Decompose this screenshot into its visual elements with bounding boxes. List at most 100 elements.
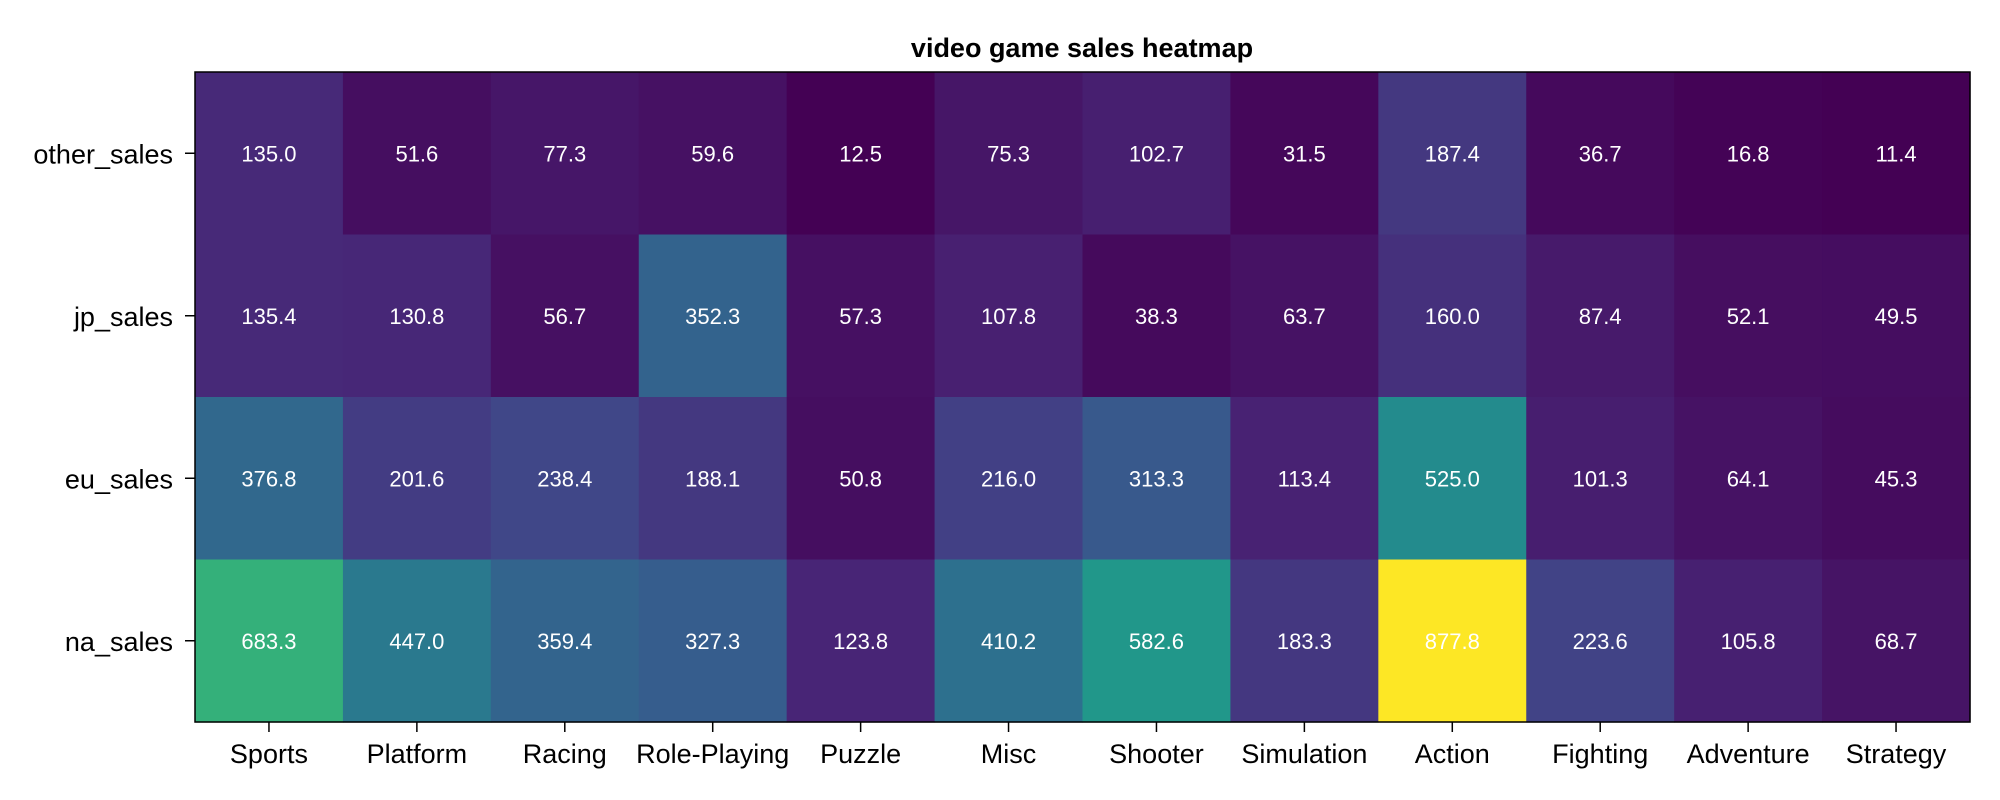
heatmap-cell-labels: 135.0 51.6 77.3 59.6 12.5 75.3 102.7 31.5 187.4 3… xyxy=(241,141,1917,654)
cell-value-label: 45.3 xyxy=(1875,466,1918,491)
heatmap-cell xyxy=(786,234,936,398)
x-tick-label: Strategy xyxy=(1846,739,1947,769)
cell-value-label: 38.3 xyxy=(1135,304,1178,329)
x-tick-label: Adventure xyxy=(1687,739,1810,769)
cell-value-label: 160.0 xyxy=(1425,304,1480,329)
heatmap-cell xyxy=(195,234,344,398)
heatmap-cell xyxy=(1082,234,1232,398)
cell-value-label: 188.1 xyxy=(685,466,740,491)
cell-value-label: 75.3 xyxy=(987,141,1030,166)
cell-value-label: 107.8 xyxy=(981,304,1036,329)
cell-value-label: 56.7 xyxy=(543,304,586,329)
heatmap-cell xyxy=(1378,397,1527,561)
cell-value-label: 31.5 xyxy=(1283,141,1326,166)
heatmap-cell xyxy=(1526,234,1675,398)
cell-value-label: 105.8 xyxy=(1721,629,1776,654)
heatmap-cell xyxy=(1378,234,1527,398)
cell-value-label: 57.3 xyxy=(839,304,882,329)
x-tick-label: Simulation xyxy=(1241,739,1367,769)
cell-value-label: 130.8 xyxy=(389,304,444,329)
cell-value-label: 135.4 xyxy=(241,304,296,329)
heatmap-cell xyxy=(195,559,344,723)
x-tick-label: Fighting xyxy=(1552,739,1648,769)
cell-value-label: 352.3 xyxy=(685,304,740,329)
cell-value-label: 11.4 xyxy=(1875,141,1916,166)
heatmap-cell xyxy=(342,72,492,236)
heatmap-cell xyxy=(1674,397,1823,561)
cell-value-label: 410.2 xyxy=(981,629,1036,654)
x-tick-label: Action xyxy=(1415,739,1490,769)
cell-value-label: 376.8 xyxy=(241,466,296,491)
heatmap-cell xyxy=(1230,559,1379,723)
cell-value-label: 52.1 xyxy=(1727,304,1770,329)
cell-value-label: 49.5 xyxy=(1875,304,1918,329)
x-tick-label: Puzzle xyxy=(820,739,901,769)
cell-value-label: 63.7 xyxy=(1283,304,1326,329)
cell-value-label: 51.6 xyxy=(395,141,438,166)
heatmap-cell xyxy=(934,559,1084,723)
heatmap-cell xyxy=(934,397,1084,561)
cell-value-label: 87.4 xyxy=(1579,304,1622,329)
heatmap-cell xyxy=(1082,559,1232,723)
heatmap-cell xyxy=(1230,397,1379,561)
heatmap-cell xyxy=(195,72,344,236)
cell-value-label: 102.7 xyxy=(1129,141,1184,166)
cell-value-label: 201.6 xyxy=(389,466,444,491)
cell-value-label: 12.5 xyxy=(839,141,882,166)
heatmap-cell xyxy=(638,397,788,561)
heatmap-cell xyxy=(342,559,492,723)
heatmap-cell xyxy=(1230,234,1379,398)
cell-value-label: 113.4 xyxy=(1278,466,1331,491)
heatmap-cell xyxy=(786,72,936,236)
heatmap-cell xyxy=(342,397,492,561)
chart-title: video game sales heatmap xyxy=(911,33,1253,63)
heatmap-cell xyxy=(490,234,640,398)
heatmap-cell xyxy=(934,72,1084,236)
heatmap-cell xyxy=(1674,559,1823,723)
cell-value-label: 223.6 xyxy=(1573,629,1628,654)
y-tick-label: eu_sales xyxy=(65,464,173,494)
cell-value-label: 135.0 xyxy=(241,141,296,166)
heatmap-cell xyxy=(1526,397,1675,561)
heatmap-cell xyxy=(342,234,492,398)
cell-value-label: 183.3 xyxy=(1277,629,1332,654)
x-tick-label: Sports xyxy=(230,739,308,769)
cell-value-label: 77.3 xyxy=(543,141,586,166)
cell-value-label: 447.0 xyxy=(389,629,444,654)
heatmap-cell xyxy=(1822,234,1971,398)
y-tick-label: na_sales xyxy=(65,627,173,657)
cell-value-label: 59.6 xyxy=(691,141,734,166)
cell-value-label: 525.0 xyxy=(1425,466,1480,491)
cell-value-label: 123.8 xyxy=(833,629,888,654)
heatmap-cell xyxy=(1822,397,1971,561)
cell-value-label: 683.3 xyxy=(241,629,296,654)
heatmap-cell xyxy=(1082,397,1232,561)
heatmap-cells xyxy=(195,72,1971,723)
heatmap-cell xyxy=(1674,72,1823,236)
cell-value-label: 238.4 xyxy=(537,466,592,491)
heatmap-cell xyxy=(1378,559,1527,723)
x-tick-label: Shooter xyxy=(1109,739,1204,769)
heatmap-cell xyxy=(1082,72,1232,236)
x-tick-label: Misc xyxy=(981,739,1037,769)
x-tick-label: Role-Playing xyxy=(636,739,789,769)
cell-value-label: 582.6 xyxy=(1129,629,1184,654)
heatmap-cell xyxy=(638,559,788,723)
heatmap-cell xyxy=(786,397,936,561)
heatmap-cell xyxy=(1822,72,1971,236)
cell-value-label: 216.0 xyxy=(981,466,1036,491)
heatmap-cell xyxy=(786,559,936,723)
heatmap-cell xyxy=(490,559,640,723)
x-axis: Sports Platform Racing Role-Playing Puzzle Mi… xyxy=(230,722,1947,769)
cell-value-label: 101.3 xyxy=(1573,466,1628,491)
heatmap-cell xyxy=(490,397,640,561)
cell-value-label: 16.8 xyxy=(1727,141,1770,166)
heatmap-cell xyxy=(1230,72,1379,236)
heatmap-cell xyxy=(1822,559,1971,723)
cell-value-label: 50.8 xyxy=(839,466,882,491)
cell-value-label: 327.3 xyxy=(685,629,740,654)
cell-value-label: 359.4 xyxy=(537,629,592,654)
heatmap-cell xyxy=(490,72,640,236)
y-tick-label: jp_sales xyxy=(73,302,173,332)
